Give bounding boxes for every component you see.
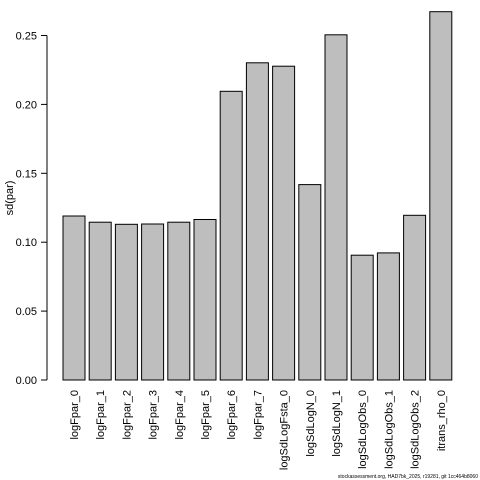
x-tick-label: logFpar_1 bbox=[95, 390, 107, 440]
x-tick-label: logSdLogN_1 bbox=[331, 390, 343, 457]
bar-logSdLogN_0 bbox=[298, 184, 322, 381]
x-tick-label: logSdLogN_0 bbox=[305, 390, 317, 457]
footer-note: stockassessment.org, HAD7bk_2025, r19281… bbox=[338, 474, 478, 480]
y-tick-label: 0.05 bbox=[16, 306, 37, 318]
bar-logFpar_4 bbox=[167, 221, 191, 381]
bar-logSdLogN_1 bbox=[324, 34, 348, 381]
bar-logFpar_2 bbox=[114, 223, 138, 381]
y-tick-label: 0.10 bbox=[16, 237, 37, 249]
bar-logSdLogObs_2 bbox=[403, 214, 427, 381]
x-tick-label: logFpar_2 bbox=[121, 390, 133, 440]
y-tick-label: 0.00 bbox=[16, 375, 37, 387]
y-axis-title: sd(par) bbox=[4, 181, 16, 216]
x-tick-label: logSdLogObs_1 bbox=[383, 390, 395, 469]
bar-logFpar_0 bbox=[62, 215, 86, 381]
y-axis: 0.00 0.05 0.10 0.15 0.20 0.25 bbox=[16, 31, 48, 387]
y-tick-label: 0.25 bbox=[16, 31, 37, 43]
bars-group bbox=[62, 11, 453, 381]
x-tick-label: logFpar_5 bbox=[200, 390, 212, 440]
bar-logSdLogObs_0 bbox=[350, 254, 374, 381]
bar-logSdLogObs_1 bbox=[376, 252, 400, 381]
y-tick-label: 0.15 bbox=[16, 168, 37, 180]
bar-logFpar_3 bbox=[141, 223, 165, 381]
y-tick-label: 0.20 bbox=[16, 99, 37, 111]
x-tick-label: itrans_rho_0 bbox=[436, 390, 448, 451]
x-tick-labels: logFpar_0 logFpar_1 logFpar_2 logFpar_3 logF… bbox=[69, 390, 448, 470]
bar-logSdLogFsta_0 bbox=[272, 65, 296, 381]
bar-itrans_rho_0 bbox=[429, 11, 453, 381]
x-tick-label: logSdLogObs_0 bbox=[357, 390, 369, 469]
bar-logFpar_1 bbox=[88, 221, 112, 381]
x-tick-label: logFpar_4 bbox=[174, 390, 186, 440]
bar-logFpar_5 bbox=[193, 219, 217, 381]
bar-logFpar_7 bbox=[245, 62, 269, 381]
x-tick-label: logFpar_0 bbox=[69, 390, 81, 440]
bar-logFpar_6 bbox=[219, 90, 243, 381]
x-tick-label: logFpar_3 bbox=[148, 390, 160, 440]
x-tick-label: logSdLogFsta_0 bbox=[279, 390, 291, 470]
x-tick-label: logSdLogObs_2 bbox=[410, 390, 422, 469]
x-tick-label: logFpar_7 bbox=[252, 390, 264, 440]
x-tick-label: logFpar_6 bbox=[226, 390, 238, 440]
